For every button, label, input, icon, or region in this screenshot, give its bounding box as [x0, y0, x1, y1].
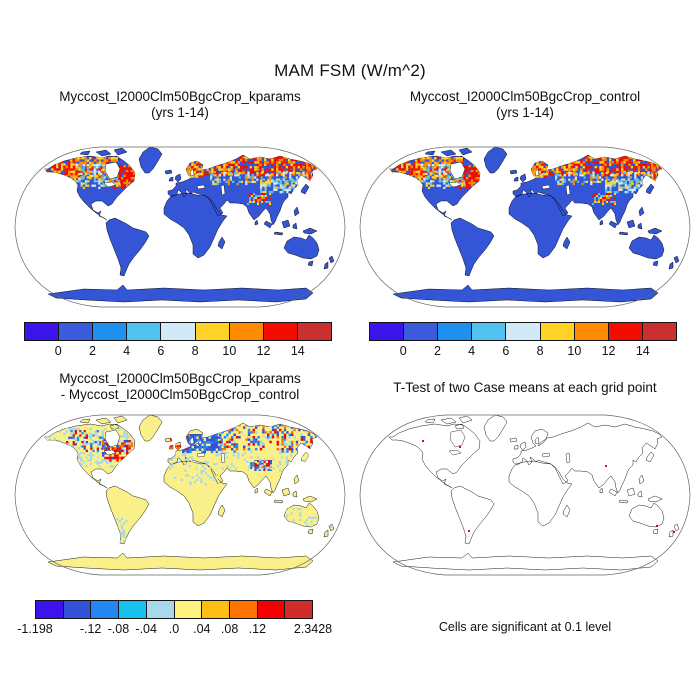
colorbar-tick-label: 10: [567, 344, 582, 358]
map-difference: [14, 414, 346, 576]
colorbar-segment: [297, 323, 331, 340]
map-kparams: [14, 146, 346, 308]
colorbar-tick-label: -.04: [135, 622, 157, 636]
panel-title-ttest: T-Test of two Case means at each grid po…: [359, 380, 691, 396]
colorbar-difference: -1.198 -.12 -.08 -.04 .0 .04 .08 .12 2.3428: [17, 600, 332, 640]
colorbar-tick-label: -.12: [79, 622, 102, 636]
colorbar-tick-labels: -1.198 -.12 -.08 -.04 .0 .04 .08 .12 2.3428: [17, 622, 332, 638]
colorbar-tick-label: 0: [399, 344, 407, 358]
colorbar-segment: [202, 601, 230, 618]
colorbar-tick-label: 14: [290, 344, 305, 358]
panel-title-bottom-left-line2: - Myccost_I2000Clm50BgcCrop_control: [60, 387, 300, 402]
panel-title-top-left: Myccost_I2000Clm50BgcCrop_kparams (yrs 1…: [14, 89, 346, 121]
colorbar-segment: [438, 323, 473, 340]
colorbar-tick-label: .12: [248, 622, 267, 636]
colorbar-segment: [540, 323, 575, 340]
colorbar-segment: [63, 601, 92, 618]
panel-title-top-right: Myccost_I2000Clm50BgcCrop_control (yrs 1…: [359, 89, 691, 121]
map-ttest: [359, 414, 691, 576]
colorbar-segment: [93, 323, 128, 340]
colorbar-tick-label: .0: [168, 622, 180, 636]
colorbar-segment: [59, 323, 94, 340]
colorbar-segment: [161, 323, 196, 340]
colorbar-segment: [257, 601, 286, 618]
colorbar-boxes: [24, 322, 332, 341]
colorbar-tick-label: 2.3428: [293, 622, 333, 636]
colorbar-tick-label: 2: [433, 344, 441, 358]
colorbar-tick-label: 12: [601, 344, 616, 358]
colorbar-segment: [195, 323, 230, 340]
colorbar-segment: [472, 323, 507, 340]
colorbar-tick-label: 6: [502, 344, 510, 358]
colorbar-tick-labels: 0 2 4 6 8 10 12 14: [369, 344, 677, 360]
colorbar-segment: [119, 601, 147, 618]
colorbar-segment: [642, 323, 676, 340]
map-control: [359, 146, 691, 308]
colorbar-segment: [370, 323, 405, 340]
colorbar-tick-label: 4: [123, 344, 131, 358]
panel-title-top-left-line1: Myccost_I2000Clm50BgcCrop_kparams: [59, 89, 301, 104]
colorbar-segment: [146, 601, 175, 618]
panel-title-bottom-left: Myccost_I2000Clm50BgcCrop_kparams - Mycc…: [14, 371, 346, 403]
colorbar-tick-label: 10: [222, 344, 237, 358]
colorbar-segment: [285, 601, 313, 618]
colorbar-tick-label: 0: [54, 344, 62, 358]
colorbar-boxes: [369, 322, 677, 341]
colorbar-segment: [229, 601, 258, 618]
colorbar-segment: [574, 323, 609, 340]
colorbar-tick-label: .04: [193, 622, 211, 636]
colorbar-segment: [608, 323, 643, 340]
colorbar-boxes: [35, 600, 313, 619]
panel-title-top-left-line2: (yrs 1-14): [151, 105, 209, 120]
colorbar-segment: [174, 601, 203, 618]
panel-title-top-right-line2: (yrs 1-14): [496, 105, 554, 120]
panel-title-bottom-left-line1: Myccost_I2000Clm50BgcCrop_kparams: [59, 371, 301, 386]
colorbar-tick-label: 12: [256, 344, 271, 358]
colorbar-tick-label: 8: [191, 344, 199, 358]
colorbar-segment: [127, 323, 162, 340]
figure-title: MAM FSM (W/m^2): [274, 61, 426, 80]
ttest-caption: Cells are significant at 0.1 level: [438, 620, 612, 634]
colorbar-tick-label: 6: [157, 344, 165, 358]
colorbar-segment: [263, 323, 298, 340]
panel-title-ttest-text: T-Test of two Case means at each grid po…: [393, 380, 657, 395]
colorbar-segment: [404, 323, 439, 340]
colorbar-segment: [36, 601, 64, 618]
colorbar-tick-label: 4: [468, 344, 476, 358]
colorbar-segment: [506, 323, 541, 340]
colorbar-segment: [229, 323, 264, 340]
colorbar-tick-label: -.08: [107, 622, 130, 636]
colorbar-segment: [91, 601, 120, 618]
colorbar-tick-label: .08: [220, 622, 239, 636]
panel-title-top-right-line1: Myccost_I2000Clm50BgcCrop_control: [409, 89, 641, 104]
colorbar-tick-labels: 0 2 4 6 8 10 12 14: [24, 344, 332, 360]
colorbar-tick-label: 2: [88, 344, 96, 358]
colorbar-tick-label: 14: [635, 344, 650, 358]
colorbar-control: 0 2 4 6 8 10 12 14: [369, 322, 677, 362]
colorbar-kparams: 0 2 4 6 8 10 12 14: [24, 322, 332, 362]
colorbar-tick-label: 8: [536, 344, 544, 358]
colorbar-tick-label: -1.198: [17, 622, 53, 636]
colorbar-segment: [25, 323, 60, 340]
